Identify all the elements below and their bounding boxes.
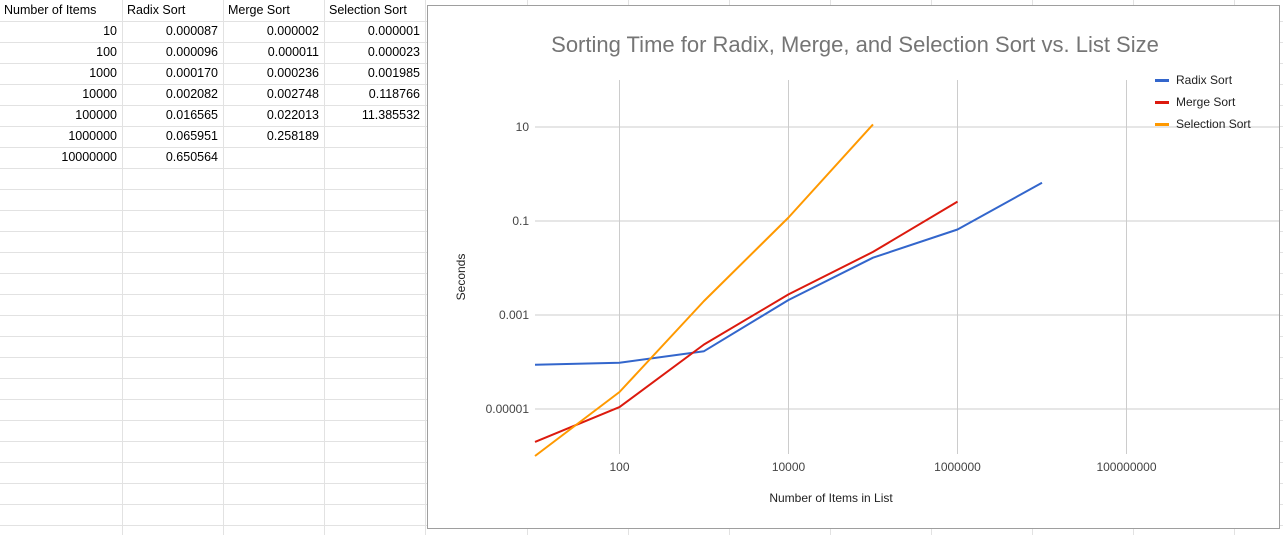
data-cell[interactable]: 0.000011 [267,45,319,59]
data-cell[interactable]: 0.000001 [367,24,420,38]
data-cell[interactable] [325,147,425,168]
data-cell[interactable]: 0.000170 [165,66,218,80]
sheet-column-gridline [324,0,325,535]
legend-label[interactable]: Radix Sort [1176,73,1233,87]
x-axis-title: Number of Items in List [769,491,893,505]
series-line-radix-sort[interactable] [534,181,1043,366]
data-cell[interactable]: 0.002082 [165,87,218,101]
y-axis-title: Seconds [454,254,468,301]
legend-swatch [1155,123,1169,126]
data-cell[interactable]: 11.385532 [361,108,420,122]
data-cell[interactable]: 10 [103,24,117,38]
data-cell[interactable]: 10000000 [61,150,117,164]
x-tick-label: 10000 [772,460,806,474]
x-tick-label: 100 [609,460,629,474]
sheet-column-gridline [425,0,426,535]
sheet-column-gridline [223,0,224,535]
y-tick-label: 0.00001 [486,402,530,416]
legend-swatch [1155,101,1169,104]
x-tick-label: 1000000 [934,460,981,474]
line-chart: Sorting Time for Radix, Merge, and Selec… [454,32,1279,505]
data-cell[interactable]: 1000 [89,66,117,80]
spreadsheet-data: Number of Items Radix Sort Merge Sort Selec… [0,0,425,535]
data-cell[interactable]: 0.016565 [165,108,218,122]
y-tick-label: 0.001 [499,308,529,322]
data-cell[interactable] [325,126,425,147]
header-cell[interactable]: Number of Items [4,3,97,17]
series-line-selection-sort[interactable] [534,123,874,457]
x-tick-label: 100000000 [1096,460,1156,474]
legend-label[interactable]: Selection Sort [1176,117,1251,131]
data-cell[interactable]: 0.000096 [165,45,218,59]
data-cell[interactable]: 1000000 [68,129,117,143]
data-cell[interactable]: 0.000023 [367,45,420,59]
y-tick-label: 0.1 [512,214,529,228]
legend-label[interactable]: Merge Sort [1176,95,1236,109]
data-cell[interactable]: 0.118766 [368,87,420,101]
data-cell[interactable]: 100 [96,45,117,59]
chart-container[interactable]: Sorting Time for Radix, Merge, and Selec… [427,5,1280,529]
data-cell[interactable]: 0.000236 [266,66,319,80]
data-cell[interactable]: 100000 [75,108,117,122]
data-cell[interactable]: 0.650564 [165,150,218,164]
data-cell[interactable]: 10000 [82,87,117,101]
y-tick-label: 10 [516,120,530,134]
header-cell[interactable]: Radix Sort [127,3,186,17]
chart-title: Sorting Time for Radix, Merge, and Selec… [551,32,1159,57]
sheet-column-gridline [122,0,123,535]
data-cell[interactable]: 0.000002 [266,24,319,38]
series-line-merge-sort[interactable] [534,200,959,443]
header-cell[interactable]: Merge Sort [228,3,290,17]
data-cell[interactable]: 0.022013 [266,108,319,122]
data-cell[interactable]: 0.258189 [266,129,319,143]
data-cell[interactable]: 0.000087 [165,24,218,38]
legend-swatch [1155,79,1169,82]
data-cell[interactable]: 0.002748 [266,87,319,101]
data-cell[interactable] [224,147,324,168]
data-cell[interactable]: 0.065951 [165,129,218,143]
header-cell[interactable]: Selection Sort [329,3,407,17]
data-cell[interactable]: 0.001985 [367,66,420,80]
